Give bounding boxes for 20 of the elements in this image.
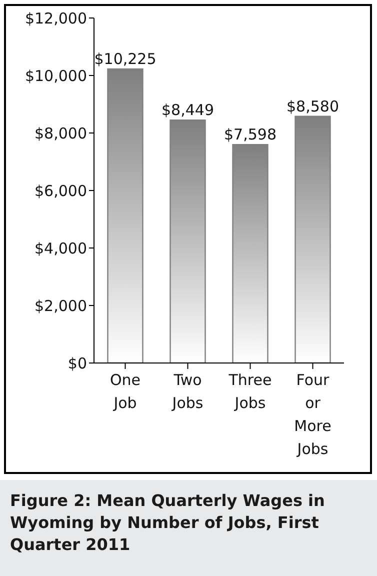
- x-tick-label: Two Jobs: [171, 371, 204, 412]
- bar: [232, 144, 268, 363]
- x-tick-label: One Job: [110, 371, 141, 412]
- y-tick-label: $8,000: [34, 124, 87, 142]
- bar: [294, 116, 331, 363]
- data-label: $8,449: [162, 101, 214, 120]
- y-tick-label: $10,000: [24, 66, 87, 85]
- x-tick-label: Three Jobs: [228, 371, 272, 412]
- y-tick-label: $4,000: [34, 239, 87, 258]
- text: Figure 2: Mean Quarterly Wages in Wyoming by Number of Jobs, First Quarter 2011: [9, 490, 326, 556]
- x-tick-label: Four or More Jobs: [294, 371, 332, 458]
- data-label: $7,598: [224, 126, 276, 144]
- y-tick-label: $6,000: [34, 182, 87, 200]
- bar: [170, 119, 206, 363]
- y-tick-label: $0: [68, 354, 87, 372]
- y-tick-label: $2,000: [34, 296, 87, 315]
- data-label: $10,225: [94, 50, 156, 68]
- bar: [107, 68, 144, 363]
- y-tick-label: $12,000: [24, 9, 87, 28]
- data-label: $8,580: [286, 97, 339, 116]
